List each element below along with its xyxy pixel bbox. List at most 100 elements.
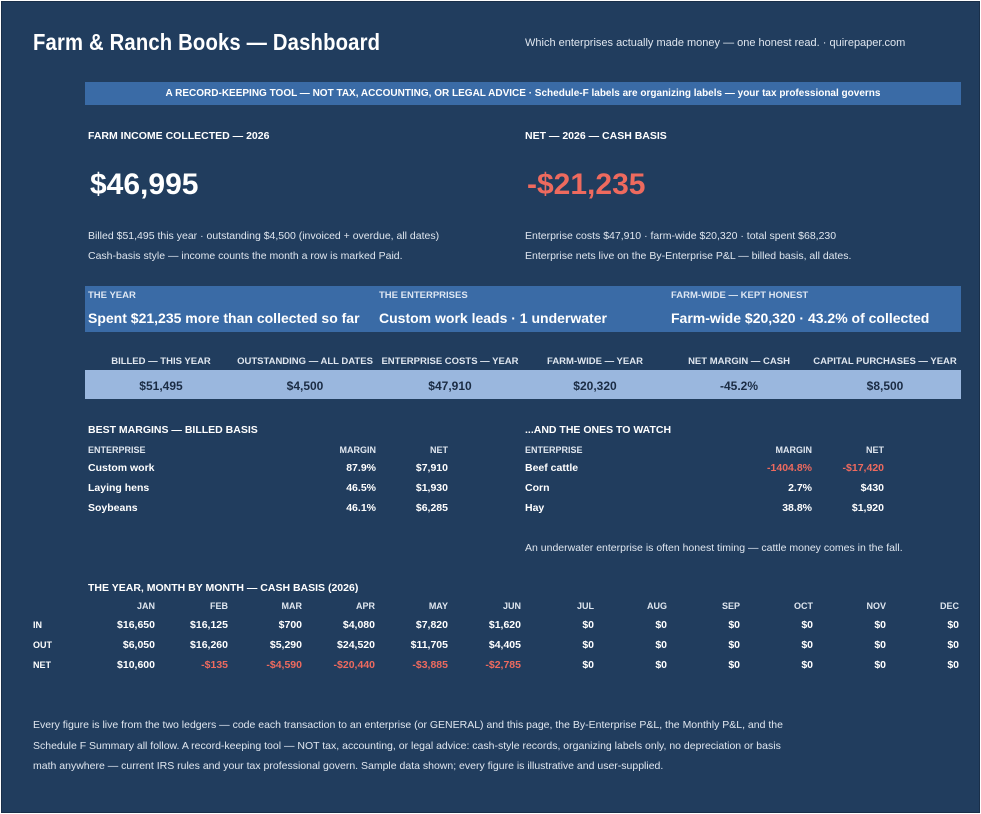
- monthly-cell-net: $0: [947, 659, 959, 671]
- month-header: NOV: [866, 601, 886, 611]
- summary-strip: [85, 286, 961, 332]
- footer-line-2: Schedule F Summary all follow. A record-…: [33, 740, 781, 752]
- strip-value-enterprises: Custom work leads · 1 underwater: [379, 310, 607, 326]
- kpi-value-billed: $51,495: [139, 379, 183, 393]
- kpi-label-farmwide: FARM-WIDE — YEAR: [547, 356, 643, 367]
- monthly-cell-net: $10,600: [117, 659, 155, 671]
- monthly-cell-in: $4,080: [342, 619, 375, 631]
- monthly-row-label: OUT: [33, 640, 52, 650]
- month-header: MAY: [428, 601, 448, 611]
- month-header: APR: [355, 601, 375, 611]
- watch-col-margin: MARGIN: [775, 445, 813, 455]
- monthly-cell-in: $16,650: [117, 619, 155, 631]
- monthly-cell-net: -$3,885: [412, 659, 448, 671]
- monthly-cell-out: $0: [801, 639, 813, 651]
- monthly-cell-in: $0: [728, 619, 740, 631]
- watch-row-name: Hay: [525, 502, 545, 514]
- monthly-cell-net: -$2,785: [485, 659, 521, 671]
- best-row-name: Laying hens: [88, 482, 150, 494]
- month-header: JUN: [502, 601, 521, 611]
- monthly-cell-in: $0: [655, 619, 667, 631]
- kpi-value-enterprise-costs: $47,910: [428, 379, 472, 393]
- watch-row-margin: 38.8%: [782, 502, 812, 514]
- best-row-margin: 46.1%: [346, 502, 376, 514]
- kpi-value-outstanding: $4,500: [286, 379, 324, 393]
- watch-row-name: Corn: [525, 482, 550, 494]
- month-header: JUL: [576, 601, 594, 611]
- best-row-net: $1,930: [415, 482, 448, 494]
- monthly-cell-out: $24,520: [337, 639, 375, 651]
- monthly-cell-in: $16,125: [190, 619, 228, 631]
- strip-label-enterprises: THE ENTERPRISES: [379, 290, 468, 301]
- kpi-value-capital: $8,500: [866, 379, 904, 393]
- tagline: Which enterprises actually made money — …: [525, 37, 906, 49]
- best-row-name: Custom work: [88, 462, 155, 474]
- watch-col-enterprise: ENTERPRISE: [525, 445, 583, 455]
- best-col-net: NET: [430, 445, 448, 455]
- monthly-cell-in: $0: [874, 619, 886, 631]
- month-header: FEB: [210, 601, 228, 611]
- monthly-cell-out: $0: [728, 639, 740, 651]
- monthly-cell-net: -$20,440: [333, 659, 375, 671]
- monthly-cell-out: $11,705: [410, 639, 448, 651]
- month-header: SEP: [721, 601, 740, 611]
- month-header: MAR: [281, 601, 303, 611]
- watch-row-net: $430: [860, 482, 884, 494]
- monthly-cell-out: $4,405: [488, 639, 521, 651]
- monthly-cell-out: $0: [655, 639, 667, 651]
- monthly-cell-net: -$135: [201, 659, 228, 671]
- best-row-net: $6,285: [415, 502, 448, 514]
- kpi-label-billed: BILLED — THIS YEAR: [111, 356, 211, 367]
- monthly-cell-net: $0: [655, 659, 667, 671]
- strip-label-farmwide: FARM-WIDE — KEPT HONEST: [671, 290, 809, 301]
- monthly-cell-net: -$4,590: [266, 659, 302, 671]
- monthly-row-label: NET: [33, 660, 51, 670]
- monthly-cell-in: $700: [278, 619, 302, 631]
- month-header: OCT: [794, 601, 813, 611]
- best-col-margin: MARGIN: [339, 445, 377, 455]
- kpi-label-net-margin: NET MARGIN — CASH: [688, 356, 790, 367]
- best-row-margin: 46.5%: [346, 482, 376, 494]
- strip-value-farmwide: Farm-wide $20,320 · 43.2% of collected: [671, 310, 930, 326]
- income-detail-1: Billed $51,495 this year · outstanding $…: [88, 230, 440, 242]
- kpi-label-outstanding: OUTSTANDING — ALL DATES: [237, 356, 373, 367]
- best-margins-heading: BEST MARGINS — BILLED BASIS: [88, 424, 258, 436]
- watch-row-margin: 2.7%: [788, 482, 812, 494]
- best-row-margin: 87.9%: [346, 462, 376, 474]
- monthly-cell-out: $5,290: [269, 639, 302, 651]
- month-header: DEC: [939, 601, 959, 611]
- kpi-value-net-margin: -45.2%: [719, 379, 759, 393]
- income-detail-2: Cash-basis style — income counts the mon…: [88, 250, 403, 262]
- net-value: -$21,235: [527, 168, 646, 201]
- kpi-label-capital: CAPITAL PURCHASES — YEAR: [813, 356, 957, 367]
- net-heading: NET — 2026 — CASH BASIS: [525, 130, 667, 142]
- watch-col-net: NET: [866, 445, 884, 455]
- monthly-cell-out: $0: [582, 639, 594, 651]
- monthly-cell-net: $0: [728, 659, 740, 671]
- income-value: $46,995: [90, 168, 199, 201]
- monthly-cell-in: $0: [801, 619, 813, 631]
- kpi-bar: [85, 370, 961, 399]
- monthly-cell-in: $0: [582, 619, 594, 631]
- monthly-cell-in: $7,820: [415, 619, 448, 631]
- monthly-row-label: IN: [33, 620, 42, 630]
- monthly-cell-out: $16,260: [190, 639, 228, 651]
- monthly-cell-net: $0: [801, 659, 813, 671]
- best-row-net: $7,910: [415, 462, 448, 474]
- strip-value-year: Spent $21,235 more than collected so far: [88, 310, 360, 326]
- watch-note: An underwater enterprise is often honest…: [525, 542, 903, 554]
- footer-line-3: math anywhere — current IRS rules and yo…: [33, 760, 664, 772]
- month-header: JAN: [136, 601, 155, 611]
- watch-heading: ...AND THE ONES TO WATCH: [525, 424, 672, 436]
- monthly-cell-net: $0: [874, 659, 886, 671]
- best-row-name: Soybeans: [88, 502, 138, 514]
- month-header: AUG: [647, 601, 667, 611]
- page-title: Farm & Ranch Books — Dashboard: [33, 29, 381, 55]
- monthly-cell-in: $0: [947, 619, 959, 631]
- footer-line-1: Every figure is live from the two ledger…: [33, 719, 783, 731]
- income-heading: FARM INCOME COLLECTED — 2026: [88, 130, 270, 142]
- kpi-value-farmwide: $20,320: [573, 379, 617, 393]
- watch-row-net: -$17,420: [842, 462, 884, 474]
- best-col-enterprise: ENTERPRISE: [88, 445, 146, 455]
